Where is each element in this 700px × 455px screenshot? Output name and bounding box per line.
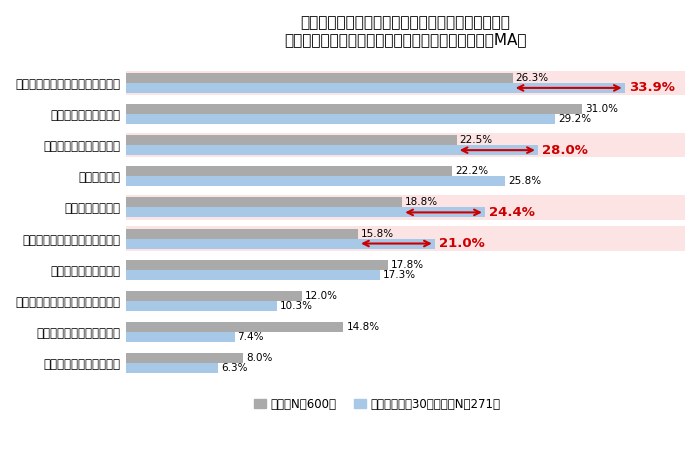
Legend: 全体（N＝600）, 購入意向あり30代以上（N＝271）: 全体（N＝600）, 購入意向あり30代以上（N＝271）	[249, 393, 505, 415]
Text: 33.9%: 33.9%	[629, 81, 675, 94]
Text: 28.0%: 28.0%	[542, 144, 588, 157]
Text: 29.2%: 29.2%	[559, 114, 592, 124]
Bar	[125, 270, 380, 280]
Bar	[125, 228, 358, 238]
Text: 22.2%: 22.2%	[455, 167, 489, 177]
Bar	[125, 301, 277, 311]
Text: 7.4%: 7.4%	[237, 332, 264, 342]
Bar	[125, 226, 685, 251]
Bar	[125, 73, 512, 83]
Bar	[125, 197, 402, 207]
Text: 17.8%: 17.8%	[391, 260, 424, 270]
Bar	[125, 167, 452, 176]
Bar	[125, 322, 344, 332]
Text: 6.3%: 6.3%	[221, 363, 248, 373]
Bar	[125, 291, 302, 301]
Text: 14.8%: 14.8%	[346, 322, 379, 332]
Text: 15.8%: 15.8%	[361, 228, 394, 238]
Bar	[125, 207, 485, 217]
Bar	[125, 71, 685, 95]
Text: 22.5%: 22.5%	[460, 135, 493, 145]
Text: 12.0%: 12.0%	[305, 291, 338, 301]
Bar	[125, 353, 244, 363]
Text: 8.0%: 8.0%	[246, 353, 273, 363]
Bar	[125, 176, 505, 186]
Bar	[125, 363, 218, 373]
Text: 18.8%: 18.8%	[405, 197, 438, 207]
Text: 21.0%: 21.0%	[439, 237, 485, 250]
Bar	[125, 104, 582, 114]
Text: 17.3%: 17.3%	[383, 270, 416, 280]
Bar	[125, 135, 457, 145]
Bar	[125, 114, 555, 124]
Bar	[125, 195, 685, 220]
Text: 25.8%: 25.8%	[508, 176, 542, 186]
Title: どのような人や地球にやさしい取り組みであれば、
そのソーシャルプロダクツを購入したいと思うか（MA）: どのような人や地球にやさしい取り組みであれば、 そのソーシャルプロダクツを購入し…	[284, 15, 526, 47]
Bar	[125, 133, 685, 157]
Bar	[125, 238, 435, 248]
Text: 24.4%: 24.4%	[489, 206, 535, 219]
Text: 31.0%: 31.0%	[585, 104, 618, 114]
Bar	[125, 260, 388, 270]
Bar	[125, 145, 538, 155]
Bar	[125, 332, 234, 342]
Bar	[125, 83, 624, 93]
Text: 26.3%: 26.3%	[516, 73, 549, 83]
Text: 10.3%: 10.3%	[280, 301, 313, 311]
